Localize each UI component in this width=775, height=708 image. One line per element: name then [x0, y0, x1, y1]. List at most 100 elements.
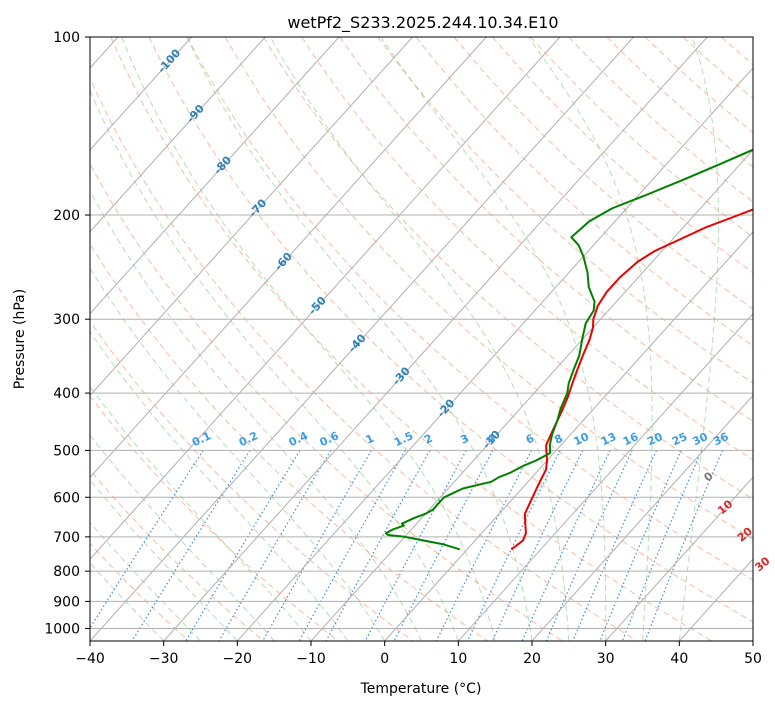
y-tick-label: 100 — [53, 30, 80, 46]
dry-adiabat — [568, 37, 753, 203]
mixing-ratio-line — [364, 450, 467, 641]
moist-adiabat-label: 0 — [701, 469, 715, 484]
mixing-ratio-line — [131, 450, 251, 641]
dry-adiabat — [186, 37, 753, 581]
mixing-ratio-label: 30 — [690, 430, 710, 448]
moist-adiabat — [269, 37, 570, 641]
isotherm-gridline — [90, 37, 413, 397]
x-tick-label: 10 — [449, 651, 467, 667]
mixing-ratio-label: 1.5 — [392, 429, 415, 449]
dry-adiabat — [224, 37, 753, 540]
mixing-ratio-label: 25 — [670, 430, 689, 448]
moist-adiabat — [90, 479, 238, 641]
dry-adiabat — [110, 37, 712, 641]
mixing-ratio-label: 13 — [599, 430, 618, 448]
mixing-ratio-label: 8 — [552, 432, 564, 447]
dry-adiabat — [90, 395, 339, 641]
dry-adiabat — [148, 37, 753, 623]
chart-title: wetPf2_S233.2025.244.10.34.E10 — [287, 13, 558, 33]
axes: −40 −30 −20 −10 0 10 20 30 40 5010020030040050060… — [44, 30, 762, 667]
mixing-ratio-line — [491, 450, 584, 641]
moist-adiabat — [678, 37, 719, 641]
moist-adiabat — [380, 37, 607, 641]
dry-adiabat — [90, 320, 414, 641]
mixing-ratio-line — [435, 450, 533, 641]
dry-adiabat — [453, 37, 753, 310]
moist-adiabat — [90, 521, 201, 641]
mixing-ratio-label: 36 — [711, 430, 731, 448]
plot-area — [90, 37, 753, 641]
y-tick-label: 300 — [53, 312, 80, 328]
mixing-ratio-line — [599, 450, 682, 641]
x-tick-label: −20 — [223, 651, 253, 667]
mixing-ratio-line — [325, 450, 431, 641]
isotherm-gridline — [90, 37, 266, 233]
mixing-ratio-line — [572, 450, 658, 641]
x-tick-label: 40 — [670, 651, 688, 667]
dry-adiabat — [721, 37, 753, 66]
dry-adiabat — [530, 37, 753, 238]
moist-adiabat — [90, 88, 459, 641]
moist-adiabat — [90, 267, 386, 641]
mixing-ratio-label: 2 — [422, 432, 434, 447]
y-tick-label: 600 — [53, 490, 80, 506]
isotherm-gridline — [90, 37, 561, 560]
mixing-ratio-line — [90, 450, 204, 630]
dry-adiabat — [339, 37, 753, 422]
mixing-ratio-label: 16 — [621, 430, 641, 448]
isotherm-gridline — [90, 37, 340, 315]
dry-adiabat — [606, 37, 753, 168]
mixing-ratio-line — [262, 450, 372, 641]
x-tick-label: 30 — [597, 651, 615, 667]
x-tick-label: 0 — [380, 651, 389, 667]
moist-adiabat-label: 30 — [752, 554, 772, 574]
mixing-ratio-label: 0.6 — [318, 429, 341, 449]
mixing-ratio-label: 1 — [364, 432, 376, 447]
y-tick-label: 800 — [53, 564, 80, 580]
moist-adiabat — [121, 37, 496, 641]
mixing-ratio-line — [621, 450, 703, 641]
isotherm-gridline — [531, 394, 753, 641]
mixing-ratio-label: 20 — [645, 430, 665, 448]
x-tick-label: 20 — [523, 651, 541, 667]
mixing-ratio-label: 0.4 — [287, 429, 310, 449]
dewpoint-profile-line — [385, 148, 753, 551]
moist-adiabat — [90, 189, 422, 641]
y-tick-label: 200 — [53, 208, 80, 224]
mixing-ratio-line — [298, 450, 406, 641]
moist-adiabat — [528, 37, 653, 641]
y-tick-label: 900 — [53, 594, 80, 610]
isotherm-gridline — [236, 67, 753, 641]
mixing-ratio-label: 0.2 — [237, 429, 260, 449]
isotherm-gridline — [90, 37, 192, 151]
dry-adiabat — [415, 37, 753, 347]
y-tick-label: 500 — [53, 443, 80, 459]
temperature-profile-line — [510, 208, 753, 551]
moist-adiabat-label: 40 — [771, 582, 775, 602]
isotherm-gridline — [605, 476, 753, 641]
mixing-ratio-label: 3 — [458, 432, 470, 447]
moist-adiabat — [90, 330, 349, 641]
y-tick-label: 400 — [53, 386, 80, 402]
mixing-ratio-label: 0.1 — [190, 429, 213, 449]
dry-adiabat — [263, 37, 753, 500]
y-tick-label: 1000 — [44, 621, 80, 637]
isopleth-labels: -100-90-80-70-60-50-40-30-20-100.1 0.2 0.4… — [155, 46, 775, 602]
isotherm-gridline — [752, 640, 753, 641]
isotherm-gridline — [678, 558, 753, 641]
x-tick-label: −40 — [75, 651, 105, 667]
mixing-ratio-label: 10 — [572, 430, 592, 448]
y-tick-label: 700 — [53, 530, 80, 546]
dry-adiabat — [90, 77, 638, 641]
dry-adiabat — [377, 37, 753, 384]
isotherm-gridline — [457, 312, 753, 641]
mixing-ratio-line — [521, 450, 611, 641]
dry-adiabat — [644, 37, 753, 134]
moist-adiabat — [90, 434, 275, 641]
isotherm-gridline — [90, 37, 487, 479]
moist-adiabat-label: 20 — [735, 525, 755, 545]
x-tick-label: −10 — [296, 651, 326, 667]
dry-adiabat — [90, 469, 264, 641]
plot-frame — [89, 36, 754, 642]
y-axis-label: Pressure (hPa) — [12, 289, 28, 389]
